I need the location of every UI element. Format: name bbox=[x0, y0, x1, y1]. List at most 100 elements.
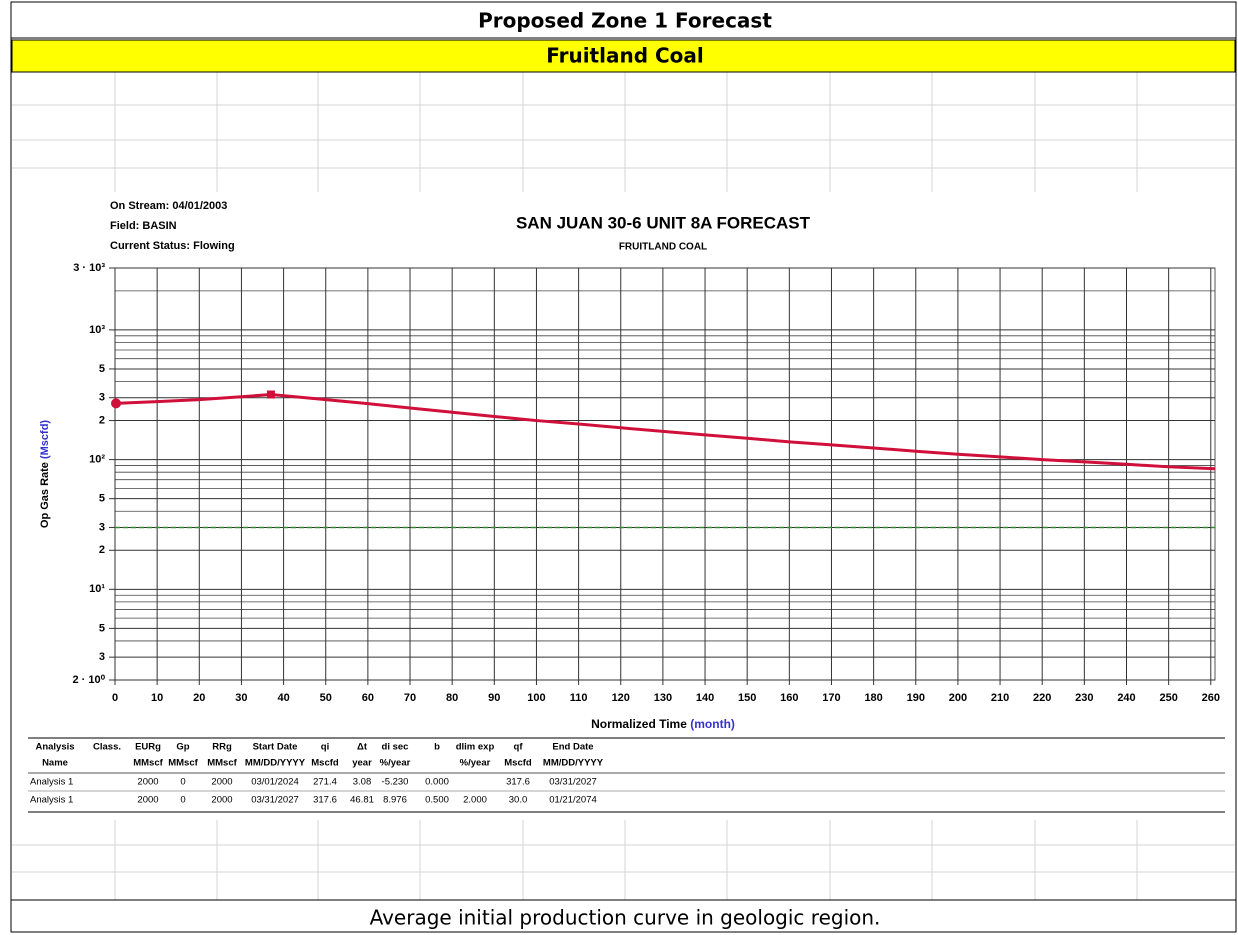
table-cell: 0.500 bbox=[425, 795, 449, 806]
x-tick-label: 230 bbox=[1075, 692, 1093, 704]
x-tick-label: 90 bbox=[488, 692, 500, 704]
annotation: On Stream: 04/01/2003 bbox=[110, 200, 227, 212]
chart-subtitle: FRUITLAND COAL bbox=[619, 242, 707, 253]
table-cell: 0 bbox=[180, 795, 185, 806]
sheet-title: Proposed Zone 1 Forecast bbox=[478, 9, 772, 33]
x-axis-unit: (month) bbox=[690, 717, 735, 731]
table-header-cell: Class. bbox=[93, 742, 121, 753]
table-header-cell: year bbox=[352, 758, 372, 769]
table-header-cell: dlim exp bbox=[456, 742, 495, 753]
table-cell: 317.6 bbox=[506, 777, 530, 788]
table-cell: Analysis 1 bbox=[30, 795, 73, 806]
x-tick-label: 190 bbox=[907, 692, 925, 704]
table-header-cell: MMscf bbox=[133, 758, 163, 769]
table-cell: Analysis 1 bbox=[30, 777, 73, 788]
table-header-cell: EURg bbox=[135, 742, 161, 753]
annotation: Current Status: Flowing bbox=[110, 240, 235, 252]
table-cell: 2.000 bbox=[463, 795, 487, 806]
x-axis-label: Normalized Time (month) bbox=[591, 717, 735, 731]
table-cell: 01/21/2074 bbox=[549, 795, 597, 806]
table-cell: 2000 bbox=[211, 795, 232, 806]
y-tick-label: 2 · 10⁰ bbox=[72, 674, 105, 686]
x-tick-label: 30 bbox=[235, 692, 247, 704]
table-header-cell: End Date bbox=[552, 742, 593, 753]
y-axis-unit: (Mscfd) bbox=[39, 420, 51, 459]
x-tick-label: 160 bbox=[780, 692, 798, 704]
y-axis-label-text: Op Gas Rate bbox=[39, 462, 51, 528]
x-tick-label: 220 bbox=[1033, 692, 1051, 704]
y-tick-label: 5 bbox=[99, 622, 105, 634]
table-cell: -5.230 bbox=[382, 777, 409, 788]
table-header-cell: Mscfd bbox=[311, 758, 339, 769]
table-cell: 0 bbox=[180, 777, 185, 788]
table-header-cell: Mscfd bbox=[504, 758, 532, 769]
series-line bbox=[114, 393, 1216, 471]
y-tick-label: 2 bbox=[99, 414, 105, 426]
x-tick-label: 250 bbox=[1159, 692, 1177, 704]
y-tick-label: 10³ bbox=[89, 324, 105, 336]
x-tick-label: 40 bbox=[277, 692, 289, 704]
x-tick-label: 210 bbox=[991, 692, 1009, 704]
x-tick-label: 150 bbox=[738, 692, 756, 704]
annotation: Field: BASIN bbox=[110, 220, 177, 232]
x-tick-label: 20 bbox=[193, 692, 205, 704]
table-header-cell: Analysis bbox=[35, 742, 74, 753]
table-header-cell: qf bbox=[514, 742, 524, 753]
x-tick-label: 70 bbox=[404, 692, 416, 704]
footer-note: Average initial production curve in geol… bbox=[370, 906, 881, 930]
table-header-cell: Start Date bbox=[253, 742, 298, 753]
table-cell: 2000 bbox=[137, 777, 158, 788]
x-tick-label: 260 bbox=[1202, 692, 1220, 704]
subtitle-band bbox=[11, 39, 1236, 73]
x-tick-label: 0 bbox=[112, 692, 118, 704]
y-tick-label: 5 bbox=[99, 493, 105, 505]
marker bbox=[266, 390, 275, 399]
y-tick-label: 3 bbox=[99, 521, 105, 533]
x-tick-label: 140 bbox=[696, 692, 714, 704]
table-cell: 3.08 bbox=[353, 777, 372, 788]
table-cell: 0.000 bbox=[425, 777, 449, 788]
x-axis-label-text: Normalized Time bbox=[591, 717, 687, 731]
table-header-cell: b bbox=[434, 742, 440, 753]
table-header-cell: MMscf bbox=[207, 758, 237, 769]
y-tick-label: 3 bbox=[99, 651, 105, 663]
table-header-cell: %/year bbox=[460, 758, 491, 769]
table-cell: 46.81 bbox=[350, 795, 374, 806]
table-header-cell: qi bbox=[321, 742, 329, 753]
table-cell: 271.4 bbox=[313, 777, 337, 788]
x-tick-label: 50 bbox=[320, 692, 332, 704]
table-header-cell: Δt bbox=[357, 742, 368, 753]
y-tick-label: 3 · 10³ bbox=[73, 262, 105, 274]
x-tick-label: 180 bbox=[864, 692, 882, 704]
table-cell: 03/01/2024 bbox=[251, 777, 299, 788]
y-tick-label: 2 bbox=[99, 544, 105, 556]
table-header-cell: MM/DD/YYYY bbox=[543, 758, 604, 769]
table-header-cell: MM/DD/YYYY bbox=[245, 758, 306, 769]
x-tick-label: 130 bbox=[654, 692, 672, 704]
y-axis-label: Op Gas Rate (Mscfd) bbox=[39, 420, 51, 529]
sheet-border bbox=[10, 1, 1237, 933]
table-header-cell: Gp bbox=[176, 742, 189, 753]
table-cell: 2000 bbox=[137, 795, 158, 806]
table-header-cell: %/year bbox=[380, 758, 411, 769]
x-tick-label: 200 bbox=[949, 692, 967, 704]
x-tick-label: 10 bbox=[151, 692, 163, 704]
x-tick-label: 240 bbox=[1117, 692, 1135, 704]
x-tick-label: 170 bbox=[822, 692, 840, 704]
table-header-cell: Name bbox=[42, 758, 68, 769]
x-tick-label: 120 bbox=[612, 692, 630, 704]
plot-area bbox=[114, 267, 1216, 681]
x-tick-label: 60 bbox=[362, 692, 374, 704]
table-cell: 317.6 bbox=[313, 795, 337, 806]
table-cell: 30.0 bbox=[509, 795, 528, 806]
x-tick-label: 100 bbox=[527, 692, 545, 704]
table-header-cell: RRg bbox=[212, 742, 232, 753]
table-cell: 03/31/2027 bbox=[251, 795, 299, 806]
marker bbox=[111, 398, 121, 409]
table-header-cell: di sec bbox=[382, 742, 409, 753]
x-tick-label: 110 bbox=[570, 692, 588, 704]
y-tick-label: 10¹ bbox=[89, 583, 105, 595]
table-cell: 8.976 bbox=[383, 795, 407, 806]
table-header-cell: MMscf bbox=[168, 758, 198, 769]
